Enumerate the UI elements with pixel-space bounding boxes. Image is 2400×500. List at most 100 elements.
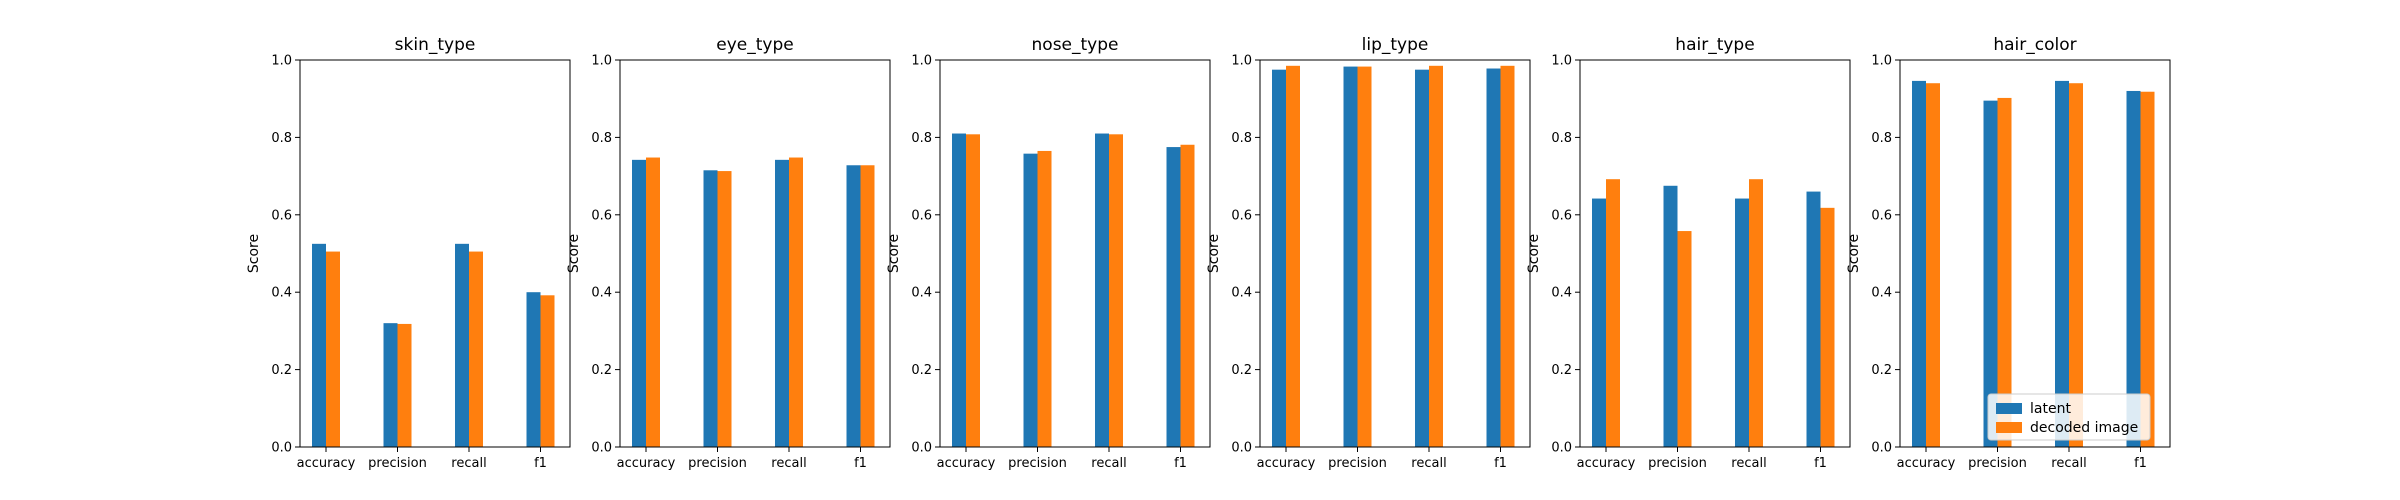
bar-decoded-image-accuracy — [1926, 83, 1940, 447]
y-axis-label: Score — [566, 234, 582, 273]
bar-latent-accuracy — [1912, 80, 1926, 447]
x-tick-label: accuracy — [297, 456, 356, 471]
panel-lip_type: lip_type Score 0.0 0.2 0.4 0.6 0.8 1.0 accuracy p… — [1206, 35, 1531, 471]
bar-decoded-image-f1 — [1820, 207, 1835, 447]
y-tick-label: 0.0 — [1871, 441, 1892, 456]
panel-nose_type: nose_type Score 0.0 0.2 0.4 0.6 0.8 1.0 accuracy… — [886, 35, 1211, 471]
panel-title: hair_type — [1675, 35, 1754, 55]
bar-latent-f1 — [526, 292, 541, 447]
bar-latent-accuracy — [312, 243, 326, 447]
y-tick-label: 0.6 — [1871, 208, 1892, 223]
y-tick-label: 1.0 — [1231, 54, 1252, 69]
y-tick-label: 0.4 — [1871, 286, 1892, 301]
y-tick-label: 0.2 — [271, 363, 292, 378]
y-tick-label: 0.4 — [591, 286, 612, 301]
bar-latent-accuracy — [952, 133, 966, 447]
bar-decoded-image-accuracy — [1606, 179, 1620, 448]
y-tick-label: 0.4 — [911, 286, 932, 301]
x-tick-label: f1 — [534, 456, 547, 471]
y-tick-label: 0.2 — [1231, 363, 1252, 378]
bar-latent-precision — [1023, 153, 1038, 448]
bar-latent-f1 — [2126, 90, 2141, 448]
x-tick-label: accuracy — [1897, 456, 1956, 471]
bar-decoded-image-f1 — [1180, 144, 1195, 448]
y-tick-label: 0.6 — [1551, 208, 1572, 223]
x-tick-label: recall — [1731, 456, 1766, 471]
y-tick-label: 0.6 — [1231, 208, 1252, 223]
panel-title: hair_color — [1993, 35, 2076, 55]
bar-latent-precision — [703, 170, 718, 448]
bar-decoded-image-precision — [1037, 150, 1052, 447]
panel-hair_color: hair_color Score 0.0 0.2 0.4 0.6 0.8 1.0 accurac… — [1846, 35, 2171, 471]
x-tick-label: f1 — [854, 456, 867, 471]
bar-latent-f1 — [1166, 147, 1181, 447]
y-axis-label: Score — [1846, 234, 1862, 273]
bar-decoded-image-f1 — [540, 295, 555, 447]
y-tick-label: 0.4 — [1551, 286, 1572, 301]
bar-decoded-image-f1 — [860, 165, 875, 447]
plot-frame — [299, 59, 571, 448]
bar-latent-recall — [775, 159, 789, 447]
x-tick-label: precision — [1328, 456, 1387, 471]
panel-skin_type: skin_type Score 0.0 0.2 0.4 0.6 0.8 1.0 accuracy… — [246, 35, 571, 471]
x-tick-label: accuracy — [1257, 456, 1316, 471]
x-tick-label: recall — [1091, 456, 1126, 471]
y-tick-label: 0.6 — [911, 208, 932, 223]
y-tick-label: 0.8 — [1231, 131, 1252, 146]
panel-eye_type: eye_type Score 0.0 0.2 0.4 0.6 0.8 1.0 accuracy p… — [566, 35, 891, 471]
y-tick-label: 0.8 — [1871, 131, 1892, 146]
bar-latent-f1 — [1806, 191, 1821, 447]
x-tick-label: precision — [1968, 456, 2027, 471]
x-tick-label: f1 — [1814, 456, 1827, 471]
x-tick-label: recall — [1411, 456, 1446, 471]
x-tick-label: precision — [688, 456, 747, 471]
y-axis-label: Score — [246, 234, 262, 273]
y-tick-label: 0.0 — [271, 441, 292, 456]
panel-title: eye_type — [716, 35, 793, 55]
x-tick-label: accuracy — [937, 456, 996, 471]
y-tick-label: 0.0 — [1231, 441, 1252, 456]
y-tick-label: 0.8 — [1551, 131, 1572, 146]
bar-decoded-image-recall — [1109, 134, 1123, 447]
x-tick-label: recall — [771, 456, 806, 471]
y-axis-label: Score — [1206, 234, 1222, 273]
x-tick-label: f1 — [1174, 456, 1187, 471]
x-tick-label: precision — [368, 456, 427, 471]
x-tick-label: accuracy — [617, 456, 676, 471]
legend-label: decoded image — [2030, 420, 2138, 436]
x-tick-label: f1 — [1494, 456, 1507, 471]
panel-hair_type: hair_type Score 0.0 0.2 0.4 0.6 0.8 1.0 accuracy… — [1526, 35, 1851, 471]
bar-latent-recall — [2055, 80, 2069, 447]
y-axis-label: Score — [886, 234, 902, 273]
bar-decoded-image-f1 — [2140, 91, 2155, 447]
y-tick-label: 0.8 — [911, 131, 932, 146]
y-axis-label: Score — [1526, 234, 1542, 273]
y-tick-label: 0.4 — [1231, 286, 1252, 301]
x-tick-label: recall — [451, 456, 486, 471]
y-tick-label: 1.0 — [1871, 54, 1892, 69]
bar-decoded-image-accuracy — [326, 251, 340, 447]
x-tick-label: f1 — [2134, 456, 2147, 471]
panel-title: nose_type — [1032, 35, 1119, 55]
y-tick-label: 0.6 — [591, 208, 612, 223]
bar-decoded-image-precision — [717, 171, 732, 447]
y-tick-label: 1.0 — [911, 54, 932, 69]
legend-label: latent — [2030, 401, 2071, 417]
legend-box — [1987, 393, 2151, 441]
plot-frame — [619, 59, 891, 448]
y-tick-label: 0.8 — [591, 131, 612, 146]
y-tick-label: 0.2 — [1871, 363, 1892, 378]
y-tick-label: 0.4 — [271, 286, 292, 301]
plot-frame — [1259, 59, 1531, 448]
x-tick-label: accuracy — [1577, 456, 1636, 471]
x-tick-label: precision — [1648, 456, 1707, 471]
bar-latent-precision — [1983, 100, 1998, 447]
bar-decoded-image-recall — [1749, 179, 1763, 448]
y-tick-label: 1.0 — [1551, 54, 1572, 69]
y-tick-label: 0.0 — [911, 441, 932, 456]
bar-latent-precision — [1343, 66, 1358, 447]
bar-latent-accuracy — [1592, 198, 1606, 447]
bar-latent-recall — [1735, 198, 1749, 447]
bar-latent-f1 — [1486, 68, 1501, 447]
bar-latent-precision — [383, 323, 398, 447]
